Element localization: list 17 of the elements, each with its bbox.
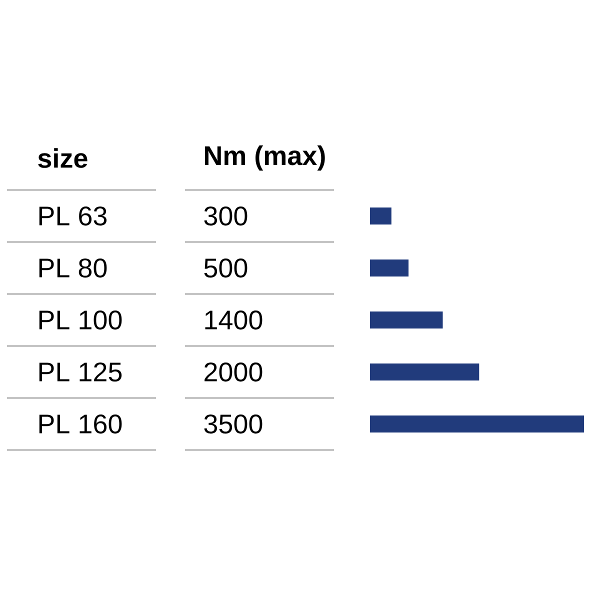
data-label: 300 bbox=[204, 206, 248, 226]
category-label: PL 80 bbox=[39, 258, 107, 278]
category-label: PL 100 bbox=[39, 310, 122, 330]
text: Nm (max) bbox=[205, 145, 325, 171]
bar bbox=[370, 312, 443, 329]
bar bbox=[370, 208, 392, 225]
text: size bbox=[38, 148, 88, 168]
bar bbox=[370, 364, 480, 381]
data-label: 3500 bbox=[204, 414, 262, 434]
data-label: 1400 bbox=[205, 310, 262, 330]
category-label: PL 63 bbox=[39, 206, 107, 226]
category-label: PL 160 bbox=[39, 414, 122, 434]
data-label: 500 bbox=[204, 258, 248, 278]
category-label: PL 125 bbox=[39, 362, 122, 382]
bar bbox=[370, 260, 409, 277]
bar bbox=[370, 416, 584, 433]
data-label: 2000 bbox=[204, 362, 262, 382]
